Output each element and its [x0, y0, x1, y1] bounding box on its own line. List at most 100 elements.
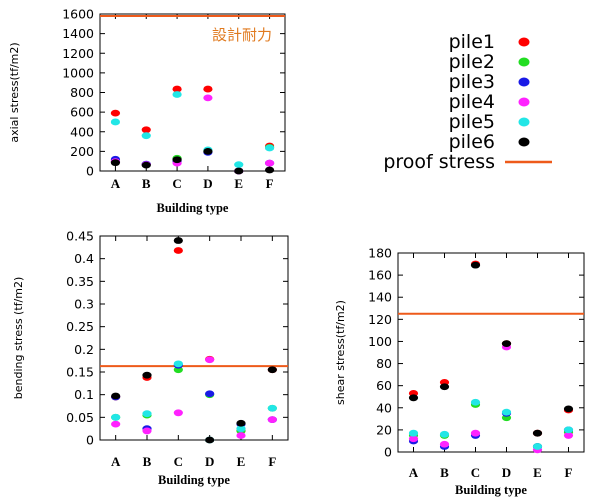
legend-marker-pile1 [518, 37, 530, 47]
y-tick-label: 0 [86, 433, 94, 448]
pile4-point [267, 416, 277, 423]
x-tick-label: D [502, 465, 511, 480]
pile5-point [236, 425, 246, 433]
y-tick-label: 0 [384, 445, 392, 460]
pile6-point [408, 394, 419, 402]
x-tick-label: C [471, 465, 480, 480]
y-tick-label: 0.25 [66, 319, 94, 334]
y-tick-label: 800 [70, 85, 94, 100]
pile5-point [172, 91, 182, 98]
y-tick-label: 20 [376, 422, 392, 437]
y-tick-label: 200 [70, 144, 94, 159]
x-tick-label: E [234, 176, 243, 191]
pile1-point [203, 85, 213, 93]
x-tick-label: A [111, 176, 121, 191]
pile4-point [439, 440, 450, 448]
pile4-point [408, 435, 419, 443]
pile6-point [142, 371, 152, 379]
y-tick-label: 1200 [62, 46, 94, 61]
bending-stress-chart: 0 0.05 0.1 0.15 0.2 0.25 0.3 0.35 0.4 0.45 A B C D E F B… [12, 229, 289, 487]
shear-plot-frame [397, 252, 585, 453]
pile4-point [470, 429, 481, 437]
legend-marker-pile5 [518, 117, 530, 127]
pile6-point [532, 429, 543, 437]
shear-stress-chart: 0 20 40 60 80 100 120 140 160 180 A B C D E F Building t… [334, 246, 585, 497]
y-tick-label: 0.4 [74, 251, 94, 266]
bending-plot-frame [99, 235, 289, 441]
y-tick-label: 160 [368, 268, 392, 283]
pile1-point [173, 247, 183, 254]
pile5-point [501, 408, 512, 416]
y-tick-label: 40 [376, 400, 392, 415]
pile5-point [173, 360, 183, 368]
pile5-point [111, 413, 121, 421]
legend-label-pile4: pile4 [449, 91, 495, 113]
pile1-point [141, 126, 151, 134]
y-tick-label: 1000 [62, 65, 94, 80]
x-axis-label: Building type [157, 201, 229, 215]
y-tick-label: 0.45 [66, 229, 94, 244]
pile4-point [111, 420, 121, 428]
pile3-point [205, 390, 215, 398]
pile4-point [203, 94, 213, 102]
proof-stress-annotation: 設計耐力 [212, 26, 272, 44]
legend-label-pile2: pile2 [449, 51, 495, 73]
pile5-point [264, 144, 275, 152]
pile6-point [501, 340, 512, 348]
y-axis-label: shear stress(tf/m2) [334, 300, 347, 405]
pile6-point [141, 161, 151, 169]
pile1-point [110, 109, 121, 117]
pile5-point [110, 118, 121, 126]
axial-stress-chart: 0 200 400 600 800 1000 1200 1400 1600 A B C D E F Build… [8, 7, 286, 215]
pile6-point [205, 436, 215, 444]
y-tick-label: 0.3 [74, 297, 94, 312]
x-tick-label: C [174, 454, 183, 469]
pile6-point [236, 419, 246, 427]
pile6-point [234, 167, 244, 175]
y-tick-label: 400 [70, 124, 94, 139]
pile6-point [267, 366, 277, 374]
pile6-point [563, 405, 574, 413]
pile4-point [563, 432, 574, 439]
x-tick-label: F [266, 176, 274, 191]
pile5-point [532, 443, 543, 450]
y-tick-label: 0.05 [66, 410, 94, 425]
pile5-point [234, 161, 244, 169]
pile6-point [264, 166, 275, 174]
pile4-point [173, 409, 183, 417]
y-tick-label: 600 [70, 105, 94, 120]
pile4-point [264, 159, 275, 167]
x-tick-label: F [565, 465, 573, 480]
legend-marker-pile3 [518, 77, 530, 87]
x-tick-label: B [142, 176, 151, 191]
y-tick-label: 0.2 [74, 342, 94, 357]
pile5-point [142, 410, 152, 418]
pile5-point [141, 132, 151, 140]
y-tick-label: 60 [376, 378, 392, 393]
legend-label-pile6: pile6 [449, 131, 495, 153]
x-tick-label: E [533, 465, 542, 480]
y-tick-label: 180 [368, 246, 392, 261]
pile6-point [111, 392, 121, 400]
x-tick-label: D [203, 176, 212, 191]
pile5-point [439, 430, 450, 438]
y-tick-label: 1400 [62, 26, 94, 41]
y-tick-label: 80 [376, 356, 392, 371]
x-tick-label: F [268, 454, 276, 469]
legend-marker-pile6 [518, 137, 530, 147]
y-tick-label: 140 [368, 290, 392, 305]
y-tick-label: 0.15 [66, 365, 94, 380]
x-axis-label: Building type [455, 483, 527, 497]
pile6-point [173, 237, 183, 244]
y-tick-label: 1600 [62, 7, 94, 22]
pile6-point [203, 147, 213, 155]
legend-label-proof-stress: proof stress [383, 151, 495, 173]
x-tick-label: C [172, 176, 181, 191]
y-tick-label: 120 [368, 312, 392, 327]
pile5-point [470, 398, 481, 406]
legend-label-pile1: pile1 [449, 31, 495, 53]
x-axis-label: Building type [158, 473, 230, 487]
pile1-point [172, 85, 182, 93]
legend-label-pile3: pile3 [449, 71, 495, 93]
